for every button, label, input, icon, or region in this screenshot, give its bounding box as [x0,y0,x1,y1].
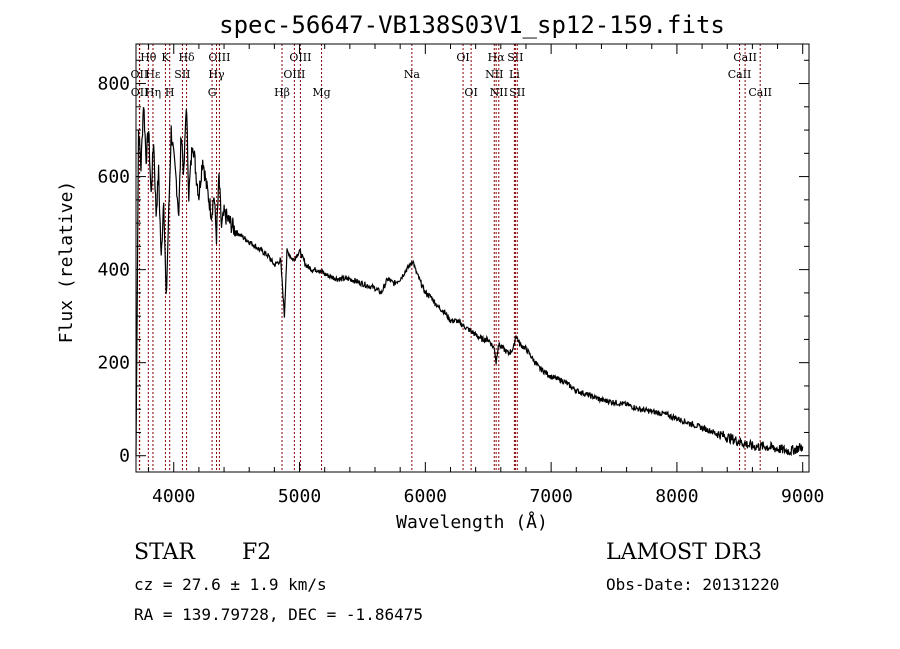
x-tick-label: 5000 [278,486,321,507]
survey-name: LAMOST DR3 [606,540,762,565]
line-marker-label: SII [507,51,523,64]
x-axis-label: Wavelength (Å) [396,511,548,533]
x-tick-label: 8000 [655,486,698,507]
redshift-velocity: cz = 27.6 ± 1.9 km/s [134,575,327,594]
line-marker-label: OI [464,86,477,99]
line-marker-label: OIII [208,51,230,64]
line-marker-label: Hε [145,68,161,81]
line-marker-label: Hα [488,51,506,64]
line-marker-label: Mg [312,86,330,99]
line-marker-label: K [161,51,170,64]
line-marker-label: OIII [289,51,311,64]
axes: 4000 5000 6000 7000 8000 9000 0 200 400 600 800 [97,44,824,507]
line-marker-label: OIII [283,68,305,81]
y-axis-label: Flux (relative) [56,181,77,344]
line-marker-label: CaII [748,86,772,99]
line-marker-label: OII [131,86,149,99]
spectrum-line [135,106,804,457]
line-marker-label: SII [509,86,525,99]
x-tick-label: 9000 [781,486,824,507]
object-class: STAR [134,540,195,565]
x-tick-label: 4000 [152,486,195,507]
y-tick-label: 0 [119,446,130,467]
line-marker-label: Li [509,68,520,81]
line-marker-label: NII [485,68,503,81]
y-tick-label: 200 [97,353,130,374]
chart-title: spec-56647-VB138S03V1_sp12-159.fits [219,11,725,39]
y-tick-label: 400 [97,260,130,281]
line-marker-label: CaII [733,51,757,64]
line-marker-label: OII [131,68,149,81]
line-marker-label: NII [490,86,508,99]
coordinates: RA = 139.79728, DEC = -1.86475 [134,605,423,624]
observation-date: Obs-Date: 20131220 [606,575,780,594]
line-marker-label: SII [174,68,190,81]
line-marker-label: H [165,86,175,99]
line-marker-label: Hγ [208,68,225,81]
plot-frame [135,43,810,473]
y-tick-label: 600 [97,167,130,188]
line-marker-label: Hδ [178,51,195,64]
line-marker-label: G [208,86,217,99]
line-marker-label: Na [404,68,421,81]
x-tick-label: 7000 [529,486,572,507]
object-subclass: F2 [242,540,272,565]
line-marker-label: Hη [145,86,161,99]
line-marker-label: Hβ [274,86,290,99]
line-marker-label: Hθ [140,51,157,64]
y-tick-label: 800 [97,74,130,95]
x-tick-label: 6000 [404,486,447,507]
line-marker-label: CaII [728,68,752,81]
line-marker-label: OI [456,51,469,64]
